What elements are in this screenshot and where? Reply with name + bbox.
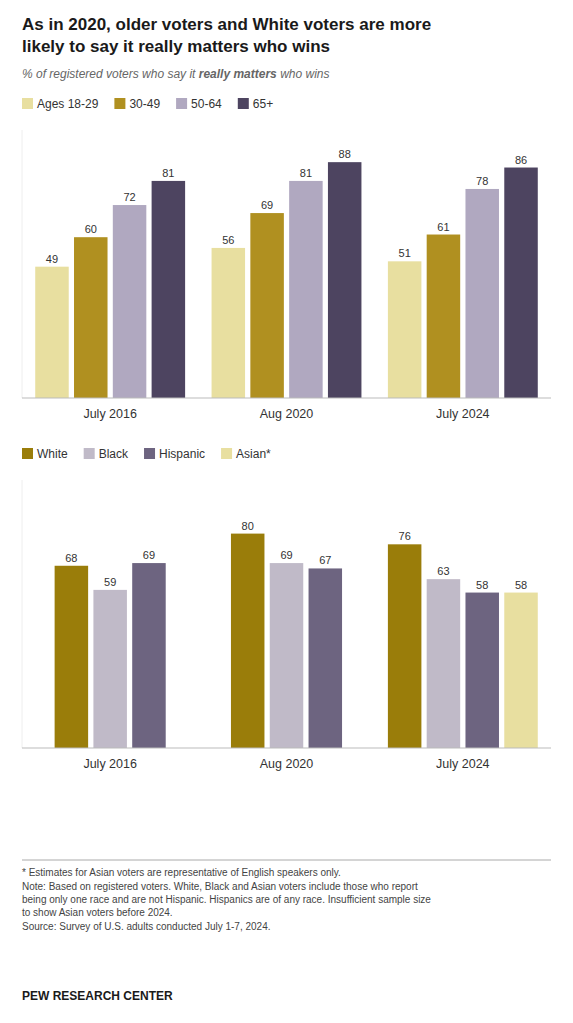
category-label: Aug 2020 — [260, 757, 314, 771]
data-label: 56 — [222, 234, 234, 246]
chart: Ages 18-29 30-49 50-64 65+ 49 60 72 81 56 69 81 88 5… — [22, 97, 551, 421]
bars — [55, 534, 538, 748]
legend-swatch — [144, 448, 155, 459]
footnote-line: * Estimates for Asian voters are represe… — [22, 867, 341, 878]
data-label: 86 — [515, 154, 527, 166]
bar — [35, 267, 69, 398]
baseline — [22, 398, 551, 399]
data-label: 69 — [143, 549, 155, 561]
data-labels: 68 59 69 80 69 67 76 63 58 58 — [65, 520, 527, 591]
footnote: * Estimates for Asian voters are represe… — [22, 867, 341, 878]
value-axis — [22, 480, 23, 748]
data-label: 67 — [319, 554, 331, 566]
legend-label: White — [37, 447, 68, 461]
legend-swatch — [22, 448, 33, 459]
legend-label: Black — [99, 447, 129, 461]
footnote-line: Source: Survey of U.S. adults conducted … — [22, 921, 270, 932]
data-label: 63 — [437, 565, 449, 577]
data-label: 68 — [65, 552, 77, 564]
bar — [212, 248, 246, 398]
legend-swatch — [84, 448, 95, 459]
title-line: likely to say it really matters who wins — [22, 37, 330, 56]
source-label: PEW RESEARCH CENTER — [22, 989, 173, 1003]
bar — [427, 579, 461, 748]
bar — [113, 205, 147, 398]
bar — [74, 237, 108, 398]
data-labels: 49 60 72 81 56 69 81 88 51 61 78 86 — [46, 148, 527, 265]
data-label: 58 — [515, 579, 527, 591]
data-label: 61 — [437, 221, 449, 233]
data-label: 88 — [339, 148, 351, 160]
bar — [388, 261, 422, 398]
data-label: 69 — [261, 199, 273, 211]
footnote-line: to show Asian voters before 2024. — [22, 907, 173, 918]
legend-label: 65+ — [253, 97, 273, 111]
bar — [270, 563, 304, 748]
bar — [328, 162, 362, 398]
legend-swatch — [221, 448, 232, 459]
bar — [289, 181, 323, 398]
data-label: 69 — [280, 549, 292, 561]
legend-label: Ages 18-29 — [37, 97, 99, 111]
bar — [93, 590, 127, 748]
bars — [35, 162, 538, 398]
legend-label: 50-64 — [191, 97, 222, 111]
title-line: As in 2020, older voters and White voter… — [22, 15, 431, 34]
chart: White Black Hispanic Asian* 68 59 69 80 69 67 76 63… — [22, 447, 551, 771]
category-label: July 2024 — [436, 757, 490, 771]
footnote-line: being only one race and are not Hispanic… — [22, 894, 431, 905]
bar — [465, 189, 499, 398]
footnote: Source: Survey of U.S. adults conducted … — [22, 921, 270, 932]
bar — [231, 534, 265, 748]
legend-swatch — [176, 98, 187, 109]
data-label: 58 — [476, 579, 488, 591]
chart-page: As in 2020, older voters and White voter… — [0, 0, 573, 1023]
bar — [55, 566, 89, 748]
legend-swatch — [114, 98, 125, 109]
data-label: 51 — [399, 247, 411, 259]
background — [0, 0, 573, 1023]
subtitle-part: who wins — [277, 67, 330, 81]
legend-label: 30-49 — [129, 97, 160, 111]
baseline — [22, 748, 551, 749]
footer-rule — [22, 860, 551, 861]
category-label: July 2016 — [83, 407, 137, 421]
data-label: 78 — [476, 175, 488, 187]
bar — [427, 235, 461, 398]
bar — [504, 168, 538, 398]
bar — [504, 593, 538, 748]
data-label: 81 — [300, 167, 312, 179]
bar — [152, 181, 186, 398]
category-label: July 2024 — [436, 407, 490, 421]
bar — [465, 593, 499, 748]
bar — [309, 568, 343, 748]
data-label: 76 — [399, 530, 411, 542]
data-label: 72 — [123, 191, 135, 203]
bar — [388, 544, 422, 748]
data-label: 60 — [85, 223, 97, 235]
data-label: 80 — [242, 520, 254, 532]
data-label: 49 — [46, 253, 58, 265]
bar — [132, 563, 166, 748]
title: As in 2020, older voters and White voter… — [22, 15, 431, 56]
legend-label: Hispanic — [159, 447, 205, 461]
category-label: July 2016 — [83, 757, 137, 771]
subtitle-part: really matters — [199, 67, 277, 81]
legend-label: Asian* — [236, 447, 271, 461]
legend-swatch — [22, 98, 33, 109]
value-axis — [22, 130, 23, 398]
bar — [250, 213, 284, 398]
category-label: Aug 2020 — [260, 407, 314, 421]
legend-swatch — [238, 98, 249, 109]
data-label: 81 — [162, 167, 174, 179]
footnote: Note: Based on registered voters. White,… — [22, 881, 431, 918]
footnote-line: Note: Based on registered voters. White,… — [22, 881, 418, 892]
subtitle: % of registered voters who say it really… — [22, 67, 329, 81]
data-label: 59 — [104, 576, 116, 588]
subtitle-part: % of registered voters who say it — [22, 67, 199, 81]
